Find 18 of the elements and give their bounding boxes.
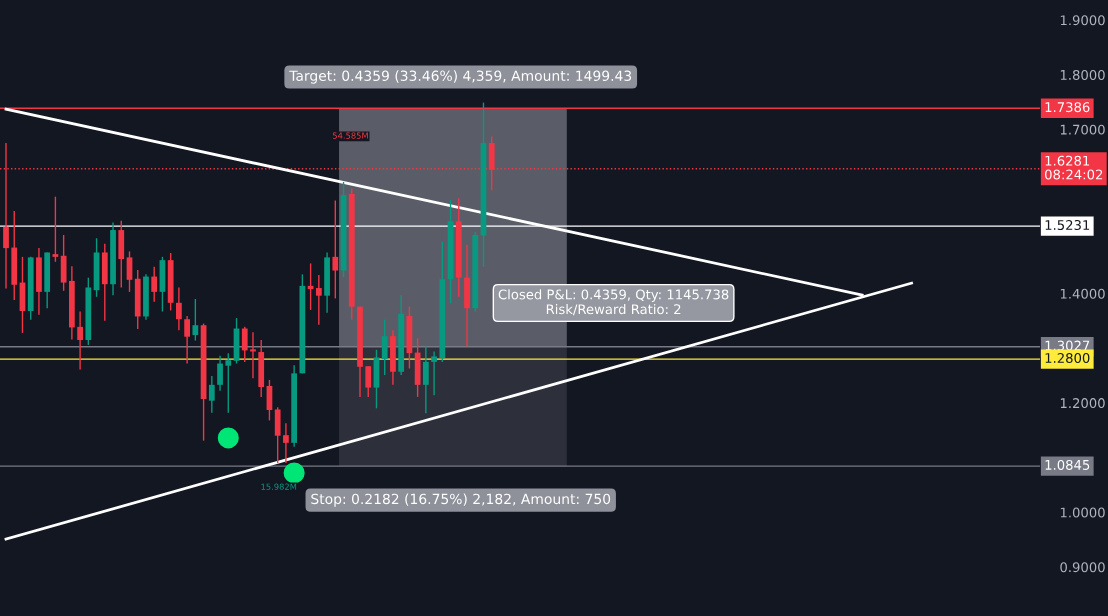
y-tick-label: 1.9000 xyxy=(1060,15,1105,26)
ref-line-label: 1.3027 xyxy=(1045,340,1090,351)
y-tick-label: 1.8000 xyxy=(1060,69,1105,80)
ref-line-label: 1.5231 xyxy=(1045,220,1090,230)
y-tick-label: 1.0000 xyxy=(1060,507,1105,518)
annotation: Closed P&L: 0.4359, Qty: 1145.738 Risk/Reward Ratio: 2 xyxy=(498,289,729,316)
ref-line-label: 1.0845 xyxy=(1045,459,1090,470)
ref-line-label: 1.2800 xyxy=(1045,352,1090,363)
ref-line-label: 1.6281 08:24:02 xyxy=(1045,155,1103,180)
annotation: Target: 0.4359 (33.46%) 4,359, Amount: 1499.43 xyxy=(289,70,632,84)
ref-line-label: 1.7386 xyxy=(1045,102,1090,113)
y-tick-label: 1.7000 xyxy=(1060,124,1105,135)
annotation: Stop: 0.2182 (16.75%) 2,182, Amount: 750 xyxy=(311,493,611,507)
annotation: 15.982M xyxy=(261,483,297,490)
y-tick-label: 1.4000 xyxy=(1060,288,1105,299)
annotation: 54.585M xyxy=(332,132,368,139)
y-tick-label: 0.9000 xyxy=(1060,562,1105,573)
y-tick-label: 1.2000 xyxy=(1060,398,1105,409)
